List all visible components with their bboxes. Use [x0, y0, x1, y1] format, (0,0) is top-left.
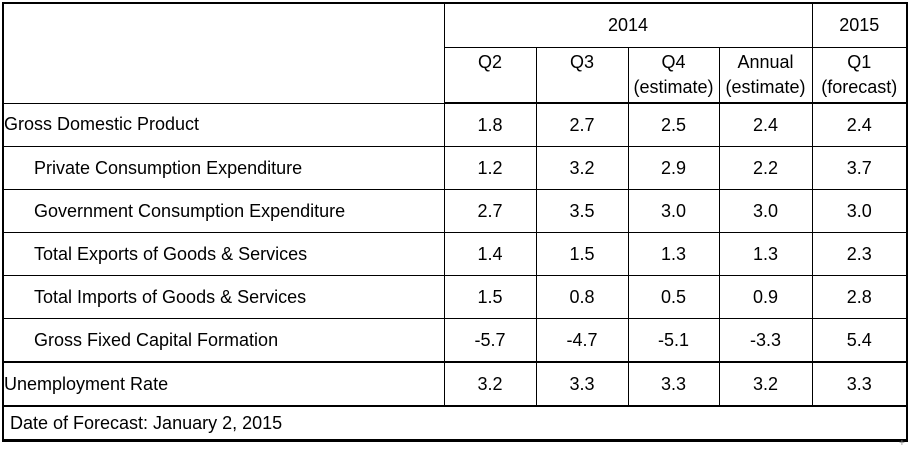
- value-cell: 3.7: [811, 146, 908, 190]
- value-cell: 2.4: [718, 102, 813, 147]
- table-row-gross-fixed-capital: Gross Fixed Capital Formation -5.7 -4.7 …: [2, 318, 908, 363]
- row-label: Gross Domestic Product: [2, 102, 445, 147]
- value-cell: -5.7: [443, 318, 537, 363]
- value-cell: -5.1: [627, 318, 720, 363]
- value-cell: 2.4: [811, 102, 908, 147]
- table-row-imports: Total Imports of Goods & Services 1.5 0.…: [2, 275, 908, 319]
- col-header-q2-line2: [445, 75, 536, 100]
- value-cell: 0.8: [535, 275, 629, 319]
- value-cell: 3.0: [627, 189, 720, 233]
- col-header-q3: Q3: [535, 47, 629, 104]
- value-cell: 1.5: [535, 232, 629, 276]
- col-header-q3-line2: [537, 75, 628, 100]
- value-cell: -4.7: [535, 318, 629, 363]
- value-cell: 3.3: [535, 361, 629, 407]
- value-cell: 0.9: [718, 275, 813, 319]
- value-cell: 0.5: [627, 275, 720, 319]
- col-header-q4-line2: (estimate): [633, 77, 714, 97]
- value-cell: 3.5: [535, 189, 629, 233]
- table-row-government-consumption: Government Consumption Expenditure 2.7 3…: [2, 189, 908, 233]
- row-label: Total Exports of Goods & Services: [2, 232, 445, 276]
- col-header-q4-line1: Q4: [661, 52, 686, 72]
- row-label: Gross Fixed Capital Formation: [2, 318, 445, 363]
- value-cell: 3.2: [718, 361, 813, 407]
- economic-forecast-table: 2014 2015 Q2 Q3 Q4 (estimate) Annual: [2, 2, 908, 442]
- forecast-date-note: Date of Forecast: January 2, 2015: [2, 405, 908, 441]
- value-cell: 3.3: [627, 361, 720, 407]
- year-header-row: 2014 2015: [2, 2, 908, 104]
- value-cell: 1.2: [443, 146, 537, 190]
- value-cell: 1.8: [443, 102, 537, 147]
- col-header-q1-forecast: Q1 (forecast): [811, 47, 908, 104]
- table-row-private-consumption: Private Consumption Expenditure 1.2 3.2 …: [2, 146, 908, 190]
- value-cell: 3.3: [811, 361, 908, 407]
- year-2015-header: 2015: [811, 2, 908, 48]
- row-label: Unemployment Rate: [2, 361, 445, 407]
- value-cell: 1.3: [627, 232, 720, 276]
- value-cell: 3.0: [811, 189, 908, 233]
- table-row-exports: Total Exports of Goods & Services 1.4 1.…: [2, 232, 908, 276]
- value-cell: 3.2: [535, 146, 629, 190]
- col-header-annual-line2: (estimate): [725, 77, 806, 97]
- row-label: Private Consumption Expenditure: [2, 146, 445, 190]
- year-2014-header: 2014: [443, 2, 813, 48]
- value-cell: 1.5: [443, 275, 537, 319]
- row-label: Total Imports of Goods & Services: [2, 275, 445, 319]
- forecast-date-row: Date of Forecast: January 2, 2015: [2, 405, 908, 441]
- corner-cell: [2, 2, 445, 104]
- col-header-q2-line1: Q2: [477, 52, 502, 72]
- value-cell: -3.3: [718, 318, 813, 363]
- value-cell: 3.2: [443, 361, 537, 407]
- table-row-gdp: Gross Domestic Product 1.8 2.7 2.5 2.4 2…: [2, 102, 908, 147]
- value-cell: 2.7: [443, 189, 537, 233]
- col-header-annual-estimate: Annual (estimate): [718, 47, 813, 104]
- col-header-q3-line1: Q3: [569, 52, 594, 72]
- resize-anchor-artifact: +: [899, 438, 905, 449]
- col-header-q1-line1: Q1: [847, 52, 872, 72]
- col-header-q4-estimate: Q4 (estimate): [627, 47, 720, 104]
- table-row-unemployment: Unemployment Rate 3.2 3.3 3.3 3.2 3.3: [2, 361, 908, 407]
- value-cell: 2.9: [627, 146, 720, 190]
- value-cell: 1.4: [443, 232, 537, 276]
- value-cell: 2.2: [718, 146, 813, 190]
- value-cell: 3.0: [718, 189, 813, 233]
- col-header-q2: Q2: [443, 47, 537, 104]
- quarter-header-row: Q2 Q3 Q4 (estimate) Annual (estimate) Q1: [3, 47, 908, 104]
- col-header-q1-line2: (forecast): [821, 77, 898, 97]
- value-cell: 2.8: [811, 275, 908, 319]
- col-header-annual-line1: Annual: [737, 52, 794, 72]
- row-label: Government Consumption Expenditure: [2, 189, 445, 233]
- value-cell: 2.5: [627, 102, 720, 147]
- value-cell: 2.7: [535, 102, 629, 147]
- value-cell: 5.4: [811, 318, 908, 363]
- value-cell: 1.3: [718, 232, 813, 276]
- forecast-table-container: 2014 2015 Q2 Q3 Q4 (estimate) Annual: [2, 2, 908, 442]
- value-cell: 2.3: [811, 232, 908, 276]
